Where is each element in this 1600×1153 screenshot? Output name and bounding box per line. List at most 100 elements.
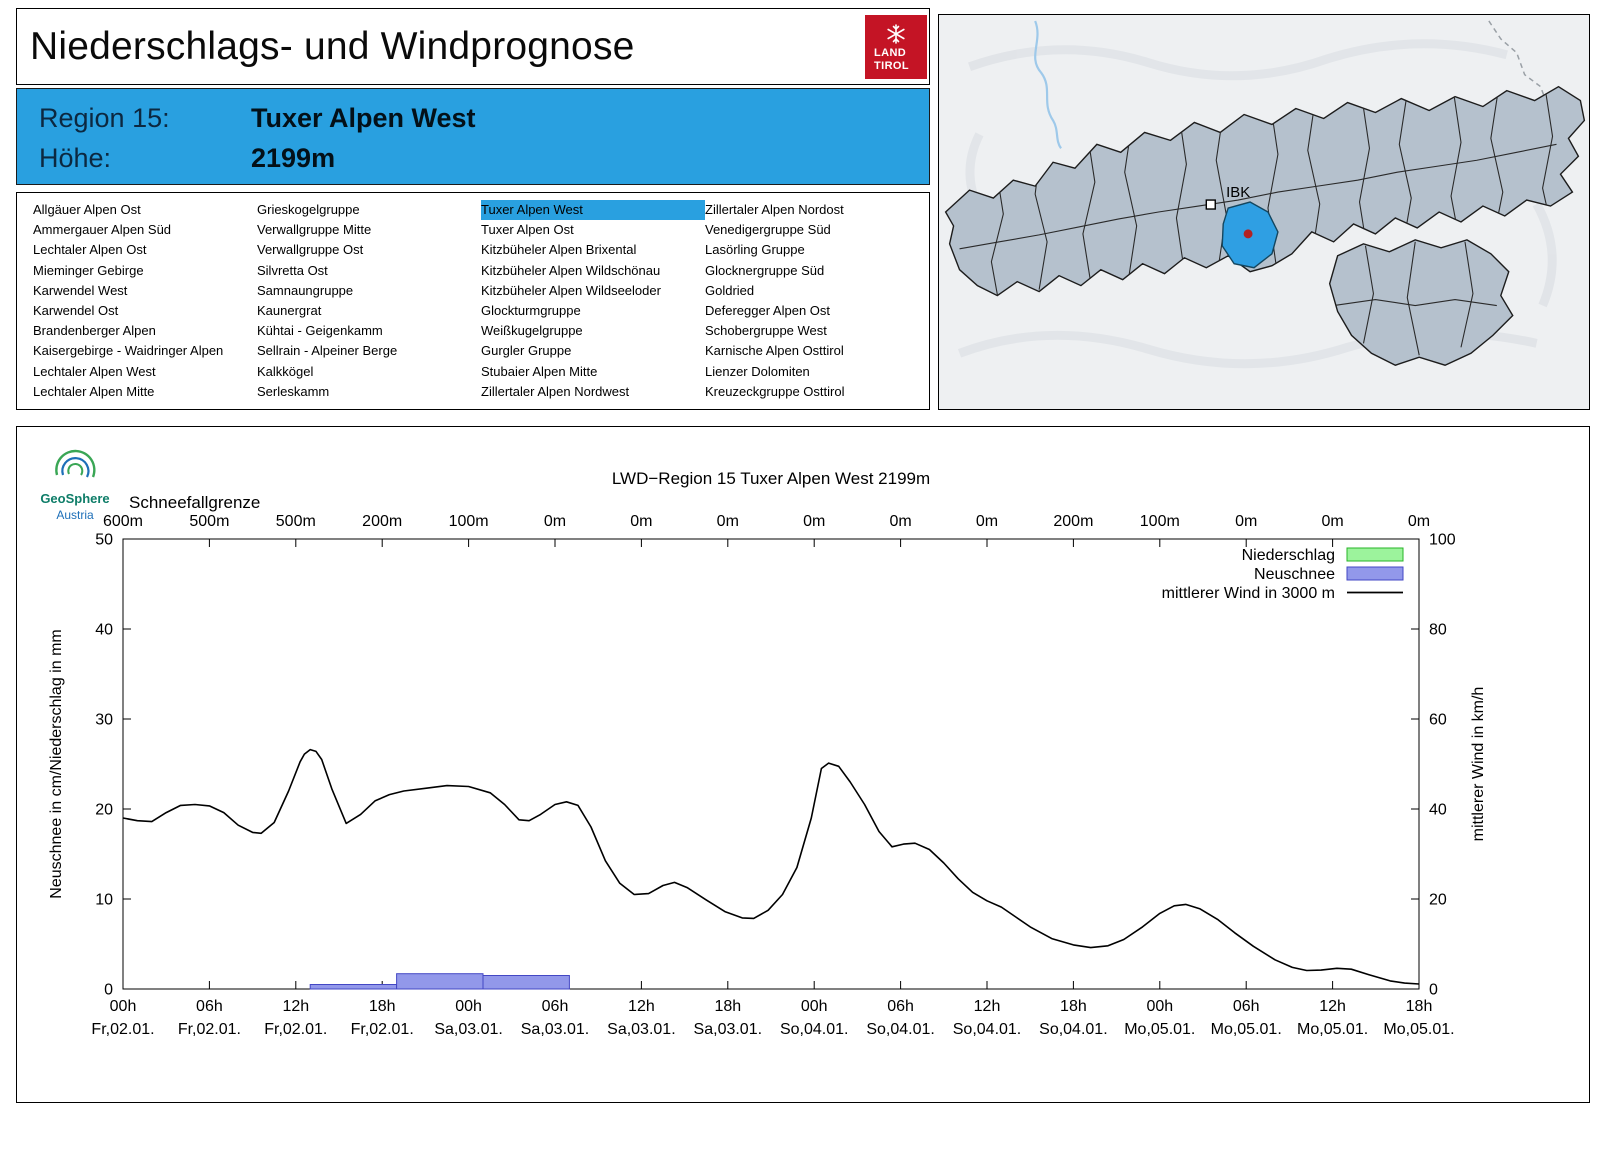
y-tick-left-label: 40 <box>95 622 113 639</box>
legend-label: Niederschlag <box>1242 547 1335 564</box>
region-list-item[interactable]: Samnaungruppe <box>257 282 354 298</box>
snowline-value: 0m <box>544 513 566 530</box>
region-list-item[interactable]: Glockturmgruppe <box>481 303 581 319</box>
region-list-item[interactable]: Karwendel Ost <box>33 303 119 319</box>
legend-label: Neuschnee <box>1254 566 1335 583</box>
region-list-item[interactable]: Karwendel West <box>33 282 128 298</box>
x-tick-date-label: Sa,03.01. <box>521 1021 590 1038</box>
land-tirol-logo: LAND TIROL <box>865 15 927 79</box>
snowline-value: 600m <box>103 513 143 530</box>
region-list-item[interactable]: Verwallgruppe Mitte <box>257 222 372 238</box>
elevation-value: 2199m <box>251 142 336 173</box>
y-tick-right-label: 60 <box>1429 712 1447 729</box>
region-list-item[interactable]: Schobergruppe West <box>705 323 827 339</box>
region-list-item[interactable]: Kalkkögel <box>257 363 314 379</box>
y-tick-left-label: 0 <box>104 982 113 999</box>
region-list-column: Grieskogelgruppe Verwallgruppe Mitte Verwa… <box>257 200 481 402</box>
map-country-border <box>1488 20 1550 109</box>
region-list-item[interactable]: Serleskamm <box>257 383 330 399</box>
y-tick-left-label: 50 <box>95 532 113 549</box>
elevation-row: Höhe: 2199m <box>39 138 929 178</box>
x-tick-hour-label: 12h <box>282 998 309 1015</box>
y-axis-label-right: mittlerer Wind in km/h <box>1470 687 1487 842</box>
region-list-item[interactable]: Lechtaler Alpen Ost <box>33 242 147 258</box>
neuschnee-bar <box>396 973 484 990</box>
geosphere-logo-icon <box>55 449 96 478</box>
region-list-item[interactable]: Allgäuer Alpen Ost <box>33 202 141 217</box>
region-list-item[interactable]: Venedigergruppe Süd <box>705 222 831 238</box>
region-list-item[interactable]: Tuxer Alpen Ost <box>481 222 574 238</box>
x-tick-date-label: So,04.01. <box>953 1021 1022 1038</box>
region-list-item[interactable]: Kreuzeckgruppe Osttirol <box>705 383 845 399</box>
x-tick-hour-label: 12h <box>1319 998 1346 1015</box>
y-tick-left-label: 20 <box>95 802 113 819</box>
region-list-item[interactable]: Lienzer Dolomiten <box>705 363 810 379</box>
ibk-marker <box>1205 199 1216 210</box>
region-list-item[interactable]: Lechtaler Alpen Mitte <box>33 383 155 399</box>
x-tick-hour-label: 00h <box>110 998 137 1015</box>
x-tick-date-label: Mo,05.01. <box>1124 1021 1195 1038</box>
geosphere-brand-sub: Austria <box>56 508 94 522</box>
region-list-item[interactable]: Lasörling Gruppe <box>705 242 805 258</box>
region-list-item[interactable]: Lechtaler Alpen West <box>33 363 156 379</box>
region-list-item[interactable]: Deferegger Alpen Ost <box>705 303 831 319</box>
neuschnee-bar <box>309 984 398 990</box>
region-list-item[interactable]: Zillertaler Alpen Nordost <box>705 202 844 217</box>
region-list-item[interactable]: Ammergauer Alpen Süd <box>33 222 172 238</box>
map-region-east-tirol <box>1328 239 1514 366</box>
region-list-item[interactable]: Kitzbüheler Alpen Wildseeloder <box>481 282 661 298</box>
map-region-borders-east <box>1333 241 1497 356</box>
map-river <box>1034 20 1062 149</box>
wind-line <box>122 748 1420 985</box>
region-list-item[interactable]: Stubaier Alpen Mitte <box>481 363 598 379</box>
region-list-item[interactable]: Silvretta Ost <box>257 262 328 278</box>
region-list-item[interactable]: Goldried <box>705 282 755 298</box>
region-list-item[interactable]: Zillertaler Alpen Nordwest <box>481 383 630 399</box>
legend-label: mittlerer Wind in 3000 m <box>1162 585 1335 602</box>
snowline-value: 200m <box>362 513 402 530</box>
region-list-item[interactable]: Kaisergebirge - Waidringer Alpen <box>33 343 224 359</box>
plot-frame <box>122 538 1420 990</box>
y-tick-right-label: 0 <box>1429 982 1438 999</box>
geosphere-brand-name: GeoSphere <box>40 491 109 506</box>
region-label: Region 15: <box>39 102 170 133</box>
region-list-item[interactable]: Kitzbüheler Alpen Brixental <box>481 242 637 258</box>
region-list-item[interactable]: Glocknergruppe Süd <box>705 262 825 278</box>
ibk-label: IBK <box>1226 184 1250 201</box>
page-title: Niederschlags- und Windprognose <box>30 24 635 68</box>
x-tick-hour-label: 18h <box>369 998 396 1015</box>
region-list-column: Zillertaler Alpen Nordost Venedigergruppe… <box>705 200 929 402</box>
region-list-item[interactable]: Karnische Alpen Osttirol <box>705 343 844 359</box>
region-list-item[interactable]: Sellrain - Alpeiner Berge <box>257 343 398 359</box>
region-list-item[interactable]: Weißkugelgruppe <box>481 323 583 339</box>
logo-text-land: LAND <box>874 47 907 59</box>
snowline-value: 500m <box>189 513 229 530</box>
x-tick-date-label: Fr,02.01. <box>91 1021 154 1038</box>
region-list-item[interactable]: Kitzbüheler Alpen Wildschönau <box>481 262 661 278</box>
region-list-item[interactable]: Kühtai - Geigenkamm <box>257 323 383 339</box>
x-tick-date-label: Mo,05.01. <box>1383 1021 1454 1038</box>
region-row: Region 15: Tuxer Alpen West <box>39 98 929 138</box>
snowline-value: 0m <box>1321 513 1343 530</box>
snowline-value: 0m <box>717 513 739 530</box>
region-list-column: Tuxer Alpen West Tuxer Alpen Ost Kitzbühel… <box>481 200 705 402</box>
x-tick-hour-label: 00h <box>801 998 828 1015</box>
region-list-item[interactable]: Kaunergrat <box>257 303 322 319</box>
region-list-item[interactable]: Grieskogelgruppe <box>257 202 360 217</box>
x-tick-hour-label: 12h <box>974 998 1001 1015</box>
snowline-value: 0m <box>1408 513 1430 530</box>
region-list: Allgäuer Alpen Ost Ammergauer Alpen Süd Le… <box>16 192 930 410</box>
snowline-value: 200m <box>1053 513 1093 530</box>
y-tick-right-label: 80 <box>1429 622 1447 639</box>
logo-text-tirol: TIROL <box>874 60 909 72</box>
region-list-item[interactable]: Mieminger Gebirge <box>33 262 144 278</box>
region-list-item[interactable]: Brandenberger Alpen <box>33 323 156 339</box>
elevation-label: Höhe: <box>39 142 112 173</box>
y-tick-right-label: 20 <box>1429 892 1447 909</box>
chart-title: LWD−Region 15 Tuxer Alpen West 2199m <box>612 469 930 488</box>
region-list-item[interactable]: Verwallgruppe Ost <box>257 242 364 258</box>
region-list-item-selected[interactable]: Tuxer Alpen West <box>481 200 705 221</box>
region-list-item[interactable]: Gurgler Gruppe <box>481 343 572 359</box>
x-tick-date-label: So,04.01. <box>780 1021 849 1038</box>
map-region-center-dot <box>1243 229 1253 239</box>
